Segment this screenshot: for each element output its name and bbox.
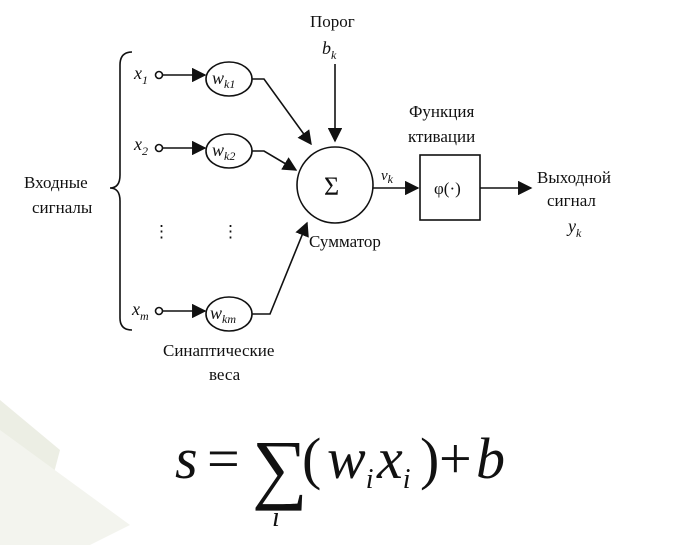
summator-symbol: Σ — [324, 172, 339, 201]
input-x2-terminal — [154, 143, 164, 153]
formula-equals: = — [207, 426, 240, 491]
formula-lhs: s — [175, 426, 198, 491]
formula-x: xi — [376, 426, 411, 495]
activation-title-line1: Функция — [409, 102, 474, 121]
input-x1-terminal — [154, 70, 164, 80]
formula-sum-sign: ∑ — [252, 424, 308, 511]
formula-close-paren: ) — [420, 426, 439, 491]
output-label-line1: Выходной — [537, 168, 611, 187]
inputs-label-line1: Входные — [24, 173, 88, 192]
formula-open-paren: ( — [302, 426, 321, 491]
output-symbol: yk — [566, 216, 582, 240]
summator-node — [296, 146, 374, 224]
summator-label: Сумматор — [309, 232, 381, 251]
activation-title-line2: ктивации — [408, 127, 475, 146]
formula-plus: + — [439, 426, 472, 491]
weight-wk1-connector — [252, 78, 312, 146]
threshold-label: Порог — [310, 12, 355, 31]
formula-b: b — [476, 426, 505, 491]
threshold-symbol: bk — [322, 38, 337, 62]
input-xm-terminal — [154, 306, 164, 316]
output-label-line2: сигнал — [547, 191, 596, 210]
summation-formula: s = ∑ i ( wi xi ) + b — [175, 424, 505, 533]
weights-caption-line1: Синаптические — [163, 341, 274, 360]
input-brace — [109, 51, 133, 331]
weight-wkm-connector — [252, 221, 309, 315]
weight-wkm-label: wkm — [210, 303, 236, 326]
formula-w: wi — [327, 426, 373, 495]
background-decoration — [0, 430, 130, 545]
weights-ellipsis: ⋮ — [222, 222, 239, 241]
weight-wk2-label: wk2 — [212, 140, 235, 163]
weight-wk2-connector — [252, 150, 298, 171]
inputs-ellipsis: ⋮ — [153, 222, 170, 241]
inputs-label-line2: сигналы — [32, 198, 93, 217]
weights-caption-line2: веса — [209, 365, 241, 384]
activation-symbol: φ(·) — [434, 179, 461, 198]
input-x2-label: x2 — [133, 134, 148, 158]
summator-output-symbol: vk — [381, 168, 394, 186]
input-x1-label: x1 — [133, 63, 148, 87]
weight-wk1-label: wk1 — [212, 68, 235, 91]
formula-sum-index: i — [272, 502, 280, 533]
input-xm-label: xm — [131, 299, 149, 323]
